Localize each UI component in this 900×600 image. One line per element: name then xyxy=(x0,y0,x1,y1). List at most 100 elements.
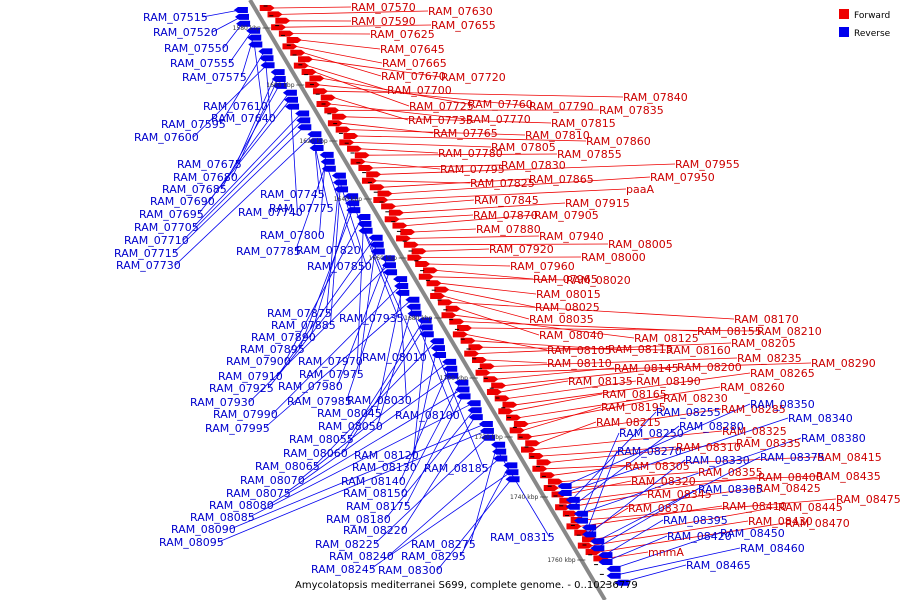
forward-feature-label[interactable]: RAM_07965 xyxy=(533,273,598,286)
reverse-feature-label[interactable]: RAM_08180 xyxy=(326,513,391,526)
forward-feature-label[interactable]: RAM_07830 xyxy=(501,159,566,172)
forward-feature-label[interactable]: RAM_07670 xyxy=(381,70,446,83)
reverse-feature-label[interactable]: RAM_08350 xyxy=(750,398,815,411)
reverse-feature-label[interactable]: RAM_08185 xyxy=(424,462,489,475)
reverse-feature-label[interactable]: RAM_08385 xyxy=(698,483,763,496)
forward-feature-label[interactable]: RAM_07825 xyxy=(470,177,535,190)
reverse-feature-label[interactable]: RAM_07690 xyxy=(150,195,215,208)
forward-feature-label[interactable]: RAM_08155 xyxy=(697,325,762,338)
reverse-feature-label[interactable]: RAM_08250 xyxy=(619,427,684,440)
reverse-feature-label[interactable]: RAM_07520 xyxy=(153,26,218,39)
forward-feature-label[interactable]: RAM_07940 xyxy=(539,230,604,243)
reverse-feature-label[interactable]: RAM_07600 xyxy=(134,131,199,144)
forward-feature-label[interactable]: RAM_08290 xyxy=(811,357,876,370)
forward-feature-label[interactable]: RAM_07905 xyxy=(534,209,599,222)
reverse-feature-label[interactable]: RAM_08460 xyxy=(740,542,805,555)
reverse-feature-label[interactable]: RAM_08420 xyxy=(667,530,732,543)
forward-feature-label[interactable]: mnmA xyxy=(648,546,684,559)
forward-feature-label[interactable]: RAM_07645 xyxy=(380,43,445,56)
forward-feature-label[interactable]: RAM_08210 xyxy=(757,325,822,338)
forward-feature-label[interactable]: RAM_08040 xyxy=(539,329,604,342)
forward-feature-label[interactable]: paaA xyxy=(626,183,654,196)
reverse-feature-label[interactable]: RAM_08050 xyxy=(318,420,383,433)
reverse-feature-label[interactable]: RAM_08300 xyxy=(378,564,443,577)
forward-feature-label[interactable]: RAM_08310 xyxy=(676,441,741,454)
forward-feature-label[interactable]: RAM_08230 xyxy=(663,392,728,405)
forward-feature-label[interactable]: RAM_08430 xyxy=(748,515,813,528)
forward-feature-label[interactable]: RAM_07570 xyxy=(351,1,416,14)
forward-feature-label[interactable]: RAM_07625 xyxy=(370,28,435,41)
forward-feature-label[interactable]: RAM_07950 xyxy=(650,171,715,184)
reverse-feature-label[interactable]: RAM_07875 xyxy=(267,307,332,320)
forward-feature-label[interactable]: RAM_08265 xyxy=(750,367,815,380)
forward-feature-label[interactable]: RAM_08145 xyxy=(614,362,679,375)
reverse-feature-label[interactable]: RAM_08070 xyxy=(240,474,305,487)
reverse-feature-label[interactable]: RAM_07925 xyxy=(209,382,274,395)
reverse-feature-label[interactable]: RAM_08140 xyxy=(341,475,406,488)
reverse-feature-label[interactable]: RAM_07935 xyxy=(339,312,404,325)
reverse-feature-label[interactable]: RAM_07975 xyxy=(299,368,364,381)
reverse-feature-label[interactable]: RAM_07850 xyxy=(307,260,372,273)
reverse-feature-label[interactable]: RAM_07610 xyxy=(203,100,268,113)
forward-feature-label[interactable]: RAM_08305 xyxy=(625,460,690,473)
forward-feature-label[interactable]: RAM_08005 xyxy=(608,238,673,251)
forward-feature-label[interactable]: RAM_07765 xyxy=(433,127,498,140)
forward-feature-label[interactable]: RAM_07920 xyxy=(489,243,554,256)
reverse-feature-label[interactable]: RAM_08075 xyxy=(226,487,291,500)
forward-feature-label[interactable]: RAM_07865 xyxy=(529,173,594,186)
forward-feature-label[interactable]: RAM_07915 xyxy=(565,197,630,210)
reverse-feature-label[interactable]: RAM_07575 xyxy=(182,71,247,84)
reverse-feature-label[interactable]: RAM_08130 xyxy=(352,461,417,474)
forward-feature-label[interactable]: RAM_07805 xyxy=(491,141,556,154)
reverse-feature-label[interactable]: RAM_08450 xyxy=(720,527,785,540)
reverse-feature-label[interactable]: RAM_08100 xyxy=(395,409,460,422)
reverse-feature-label[interactable]: RAM_08375 xyxy=(760,451,825,464)
forward-feature-label[interactable]: RAM_07760 xyxy=(468,98,533,111)
forward-feature-label[interactable]: RAM_08110 xyxy=(547,357,612,370)
reverse-feature-label[interactable]: RAM_07550 xyxy=(164,42,229,55)
reverse-feature-label[interactable]: RAM_08045 xyxy=(317,407,382,420)
forward-feature-label[interactable]: RAM_08215 xyxy=(596,416,661,429)
forward-feature-label[interactable]: RAM_08035 xyxy=(529,313,594,326)
forward-feature-label[interactable]: RAM_08135 xyxy=(568,375,633,388)
reverse-feature-label[interactable]: RAM_08080 xyxy=(209,499,274,512)
forward-feature-label[interactable]: RAM_07955 xyxy=(675,158,740,171)
forward-feature-label[interactable]: RAM_07725 xyxy=(409,100,474,113)
forward-feature-label[interactable]: RAM_08195 xyxy=(601,401,666,414)
forward-feature-label[interactable]: RAM_08425 xyxy=(756,482,821,495)
forward-feature-label[interactable]: RAM_08325 xyxy=(722,425,787,438)
forward-feature-label[interactable]: RAM_08285 xyxy=(721,403,786,416)
forward-feature-label[interactable]: RAM_08320 xyxy=(631,475,696,488)
reverse-feature-label[interactable]: RAM_07930 xyxy=(190,396,255,409)
reverse-feature-label[interactable]: RAM_08175 xyxy=(346,500,411,513)
reverse-feature-label[interactable]: RAM_08340 xyxy=(788,412,853,425)
forward-feature-label[interactable]: RAM_08445 xyxy=(778,501,843,514)
forward-feature-label[interactable]: RAM_08205 xyxy=(731,337,796,350)
reverse-feature-label[interactable]: RAM_07970 xyxy=(298,355,363,368)
forward-feature-label[interactable]: RAM_07720 xyxy=(441,71,506,84)
reverse-feature-label[interactable]: RAM_08270 xyxy=(617,445,682,458)
forward-feature-label[interactable]: RAM_07770 xyxy=(466,113,531,126)
reverse-feature-label[interactable]: RAM_08060 xyxy=(283,447,348,460)
reverse-feature-label[interactable]: RAM_07985 xyxy=(287,395,352,408)
reverse-feature-label[interactable]: RAM_08245 xyxy=(311,563,376,576)
forward-feature-label[interactable]: RAM_08345 xyxy=(647,488,712,501)
forward-feature-label[interactable]: RAM_08115 xyxy=(608,343,673,356)
forward-feature-label[interactable]: RAM_08160 xyxy=(666,344,731,357)
reverse-feature-label[interactable]: RAM_07775 xyxy=(269,202,334,215)
forward-feature-label[interactable]: RAM_07590 xyxy=(351,15,416,28)
forward-feature-label[interactable]: RAM_07870 xyxy=(473,209,538,222)
forward-feature-label[interactable]: RAM_07860 xyxy=(586,135,651,148)
forward-feature-label[interactable]: RAM_07880 xyxy=(476,223,541,236)
forward-feature-label[interactable]: RAM_07835 xyxy=(599,104,664,117)
reverse-feature-label[interactable]: RAM_07740 xyxy=(238,206,303,219)
reverse-feature-label[interactable]: RAM_07885 xyxy=(271,319,336,332)
reverse-feature-label[interactable]: RAM_07730 xyxy=(116,259,181,272)
reverse-feature-label[interactable]: RAM_07890 xyxy=(251,331,316,344)
forward-feature-label[interactable]: RAM_08200 xyxy=(677,361,742,374)
forward-feature-label[interactable]: RAM_08410 xyxy=(722,500,787,513)
forward-feature-label[interactable]: RAM_08235 xyxy=(737,352,802,365)
reverse-feature-label[interactable]: RAM_08090 xyxy=(171,523,236,536)
forward-feature-label[interactable]: RAM_08170 xyxy=(734,313,799,326)
reverse-feature-label[interactable]: RAM_08465 xyxy=(686,559,751,572)
